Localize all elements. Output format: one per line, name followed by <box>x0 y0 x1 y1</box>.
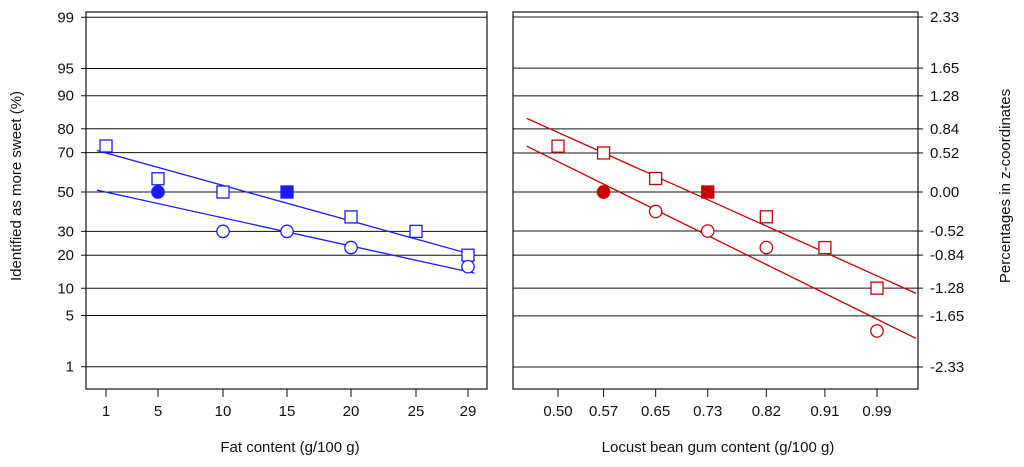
left-x-axis-title: Fat content (g/100 g) <box>220 439 359 456</box>
left-y-tick-label: 90 <box>57 88 74 105</box>
right-square-marker <box>596 146 611 160</box>
right-y-tick-label: -1.65 <box>930 308 964 325</box>
left-square-marker <box>409 224 423 239</box>
left-y-tick-label: 10 <box>57 280 74 297</box>
right-y-tick-label: -0.84 <box>930 247 964 264</box>
right-y-axis-title: Percentages in z-coordinates <box>997 89 1014 283</box>
right-square-marker <box>701 185 715 199</box>
right-circle-marker <box>596 185 611 199</box>
left-y-tick-label: 1 <box>66 359 74 376</box>
right-y-tick-label: 2.33 <box>930 9 959 26</box>
left-x-tick-label: 20 <box>343 403 360 420</box>
left-square-marker <box>151 172 165 186</box>
right-circle-marker <box>648 204 663 219</box>
left-square-marker <box>344 210 358 224</box>
right-y-tick-label: 1.28 <box>930 88 959 105</box>
right-fit-line-circles <box>526 145 917 340</box>
right-y-tick-label: -0.52 <box>930 223 964 240</box>
right-x-tick-label: 0.91 <box>810 403 839 420</box>
left-square-marker <box>280 185 294 199</box>
left-circle-marker <box>461 259 475 274</box>
right-x-tick-label: 0.57 <box>589 403 618 420</box>
left-circle-marker <box>216 224 230 239</box>
right-panel: -2.33 -1.65 -1.28 -0.84 -0.52 0.00 0.52 0.84 1.2… <box>512 9 964 420</box>
left-square-marker <box>99 139 113 153</box>
left-y-tick-label: 20 <box>57 247 74 264</box>
right-y-tick-label: 1.65 <box>930 60 959 77</box>
right-y-tick-label: -2.33 <box>930 359 964 376</box>
left-y-tick-label: 80 <box>57 121 74 138</box>
right-circle-marker <box>870 324 884 338</box>
right-x-tick-label: 0.73 <box>693 403 722 420</box>
right-plot-frame <box>512 11 919 390</box>
right-square-marker <box>551 139 565 153</box>
right-square-marker <box>870 281 884 295</box>
left-x-tick-label: 25 <box>408 403 425 420</box>
left-y-axis-title: Identified as more sweet (%) <box>8 91 25 281</box>
right-x-tick-label: 0.99 <box>862 403 891 420</box>
right-circle-marker <box>759 240 774 255</box>
left-circle-marker <box>280 224 294 239</box>
right-y-tick-label: -1.28 <box>930 280 964 297</box>
left-x-tick-label: 15 <box>279 403 296 420</box>
left-y-tick-label: 30 <box>57 223 74 240</box>
right-y-tick-label: 0.84 <box>930 121 959 138</box>
left-square-marker <box>461 248 475 262</box>
right-circle-marker <box>700 224 715 238</box>
left-x-tick-label: 10 <box>215 403 232 420</box>
left-circle-marker <box>344 240 358 255</box>
right-fit-line-squares <box>526 117 917 294</box>
left-y-tick-label: 99 <box>57 9 74 26</box>
right-x-tick-label: 0.50 <box>543 403 572 420</box>
right-x-axis-title: Locust bean gum content (g/100 g) <box>602 439 835 456</box>
left-y-tick-label: 5 <box>66 308 74 325</box>
right-x-tick-label: 0.82 <box>752 403 781 420</box>
left-x-tick-label: 5 <box>154 403 162 420</box>
right-y-tick-label: 0.00 <box>930 184 959 201</box>
right-square-marker <box>759 210 773 224</box>
right-square-marker <box>649 171 663 186</box>
right-x-tick-label: 0.65 <box>641 403 670 420</box>
left-square-marker <box>216 185 230 199</box>
left-x-tick-label: 29 <box>460 403 477 420</box>
left-x-tick-label: 1 <box>102 403 110 420</box>
left-y-tick-label: 70 <box>57 145 74 162</box>
right-square-marker <box>818 240 832 255</box>
left-y-tick-label: 95 <box>57 60 74 77</box>
left-y-tick-label: 50 <box>57 184 74 201</box>
left-circle-marker <box>151 185 165 199</box>
right-y-tick-label: 0.52 <box>930 145 959 162</box>
